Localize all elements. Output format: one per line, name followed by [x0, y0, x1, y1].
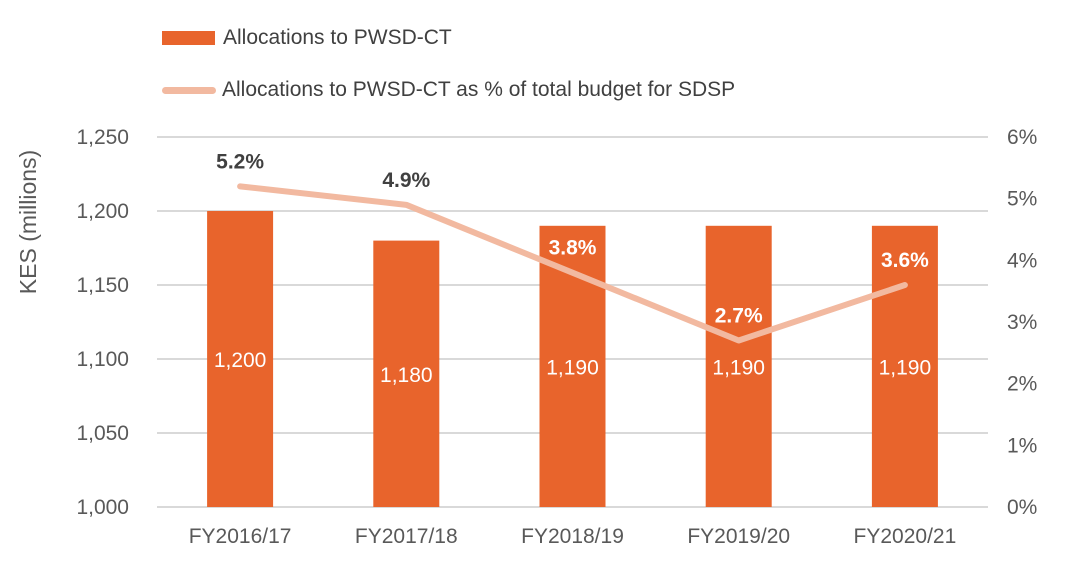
bars	[207, 211, 938, 508]
percentage-label: 5.2%	[216, 150, 264, 173]
y-tick-label: 1,100	[76, 348, 129, 371]
bar	[373, 240, 440, 507]
legend-item-bars: Allocations to PWSD-CT	[162, 23, 452, 53]
legend-label-line: Allocations to PWSD-CT as % of total bud…	[222, 78, 736, 101]
x-tick-label: FY2020/21	[854, 525, 957, 548]
bar-value-labels: 1,200 1,180 1,190 1,190 1,190	[214, 349, 931, 387]
y2-tick-label: 1%	[1007, 434, 1037, 457]
percentage-line	[237, 183, 908, 344]
percentage-label: 3.6%	[881, 249, 929, 272]
x-axis-ticks: FY2016/17 FY2017/18 FY2018/19 FY2019/20 FY20…	[189, 525, 957, 548]
x-tick-label: FY2019/20	[687, 525, 790, 548]
y2-tick-label: 0%	[1007, 496, 1037, 519]
x-tick-label: FY2017/18	[355, 525, 458, 548]
y2-tick-label: 5%	[1007, 188, 1037, 211]
y-axis-title: KES (millions)	[15, 150, 41, 294]
bar-value-label: 1,190	[712, 356, 765, 379]
bar-value-label: 1,180	[380, 364, 433, 387]
bar	[207, 211, 274, 507]
left-axis-ticks: 1,000 1,050 1,100 1,150 1,200 1,250	[76, 126, 129, 519]
bar-value-label: 1,200	[214, 349, 267, 372]
bar-value-label: 1,190	[546, 356, 599, 379]
y-tick-label: 1,200	[76, 200, 129, 223]
y-tick-label: 1,150	[76, 274, 129, 297]
right-axis-ticks: 0% 1% 2% 3% 4% 5% 6%	[1007, 126, 1037, 519]
percentage-label: 3.8%	[549, 237, 597, 260]
x-tick-label: FY2018/19	[521, 525, 624, 548]
y-tick-label: 1,250	[76, 126, 129, 149]
percentage-label: 4.9%	[382, 169, 430, 192]
percentage-label: 2.7%	[715, 305, 763, 328]
legend-line-swatch	[162, 86, 216, 94]
legend-item-line: Allocations to PWSD-CT as % of total bud…	[162, 75, 735, 105]
bar	[705, 225, 772, 508]
legend-bar-swatch	[162, 31, 215, 45]
y-tick-label: 1,050	[76, 422, 129, 445]
legend-label-bars: Allocations to PWSD-CT	[223, 26, 452, 49]
y2-tick-label: 3%	[1007, 311, 1037, 334]
y2-tick-label: 2%	[1007, 373, 1037, 396]
bar	[871, 225, 938, 508]
y2-tick-label: 6%	[1007, 126, 1037, 149]
bar-value-label: 1,190	[879, 356, 932, 379]
y2-tick-label: 4%	[1007, 249, 1037, 272]
y-tick-label: 1,000	[76, 496, 129, 519]
x-tick-label: FY2016/17	[189, 525, 292, 548]
percentage-line-path	[237, 183, 908, 344]
percentage-labels: 5.2% 4.9% 3.8% 2.7% 3.6%	[216, 150, 929, 327]
